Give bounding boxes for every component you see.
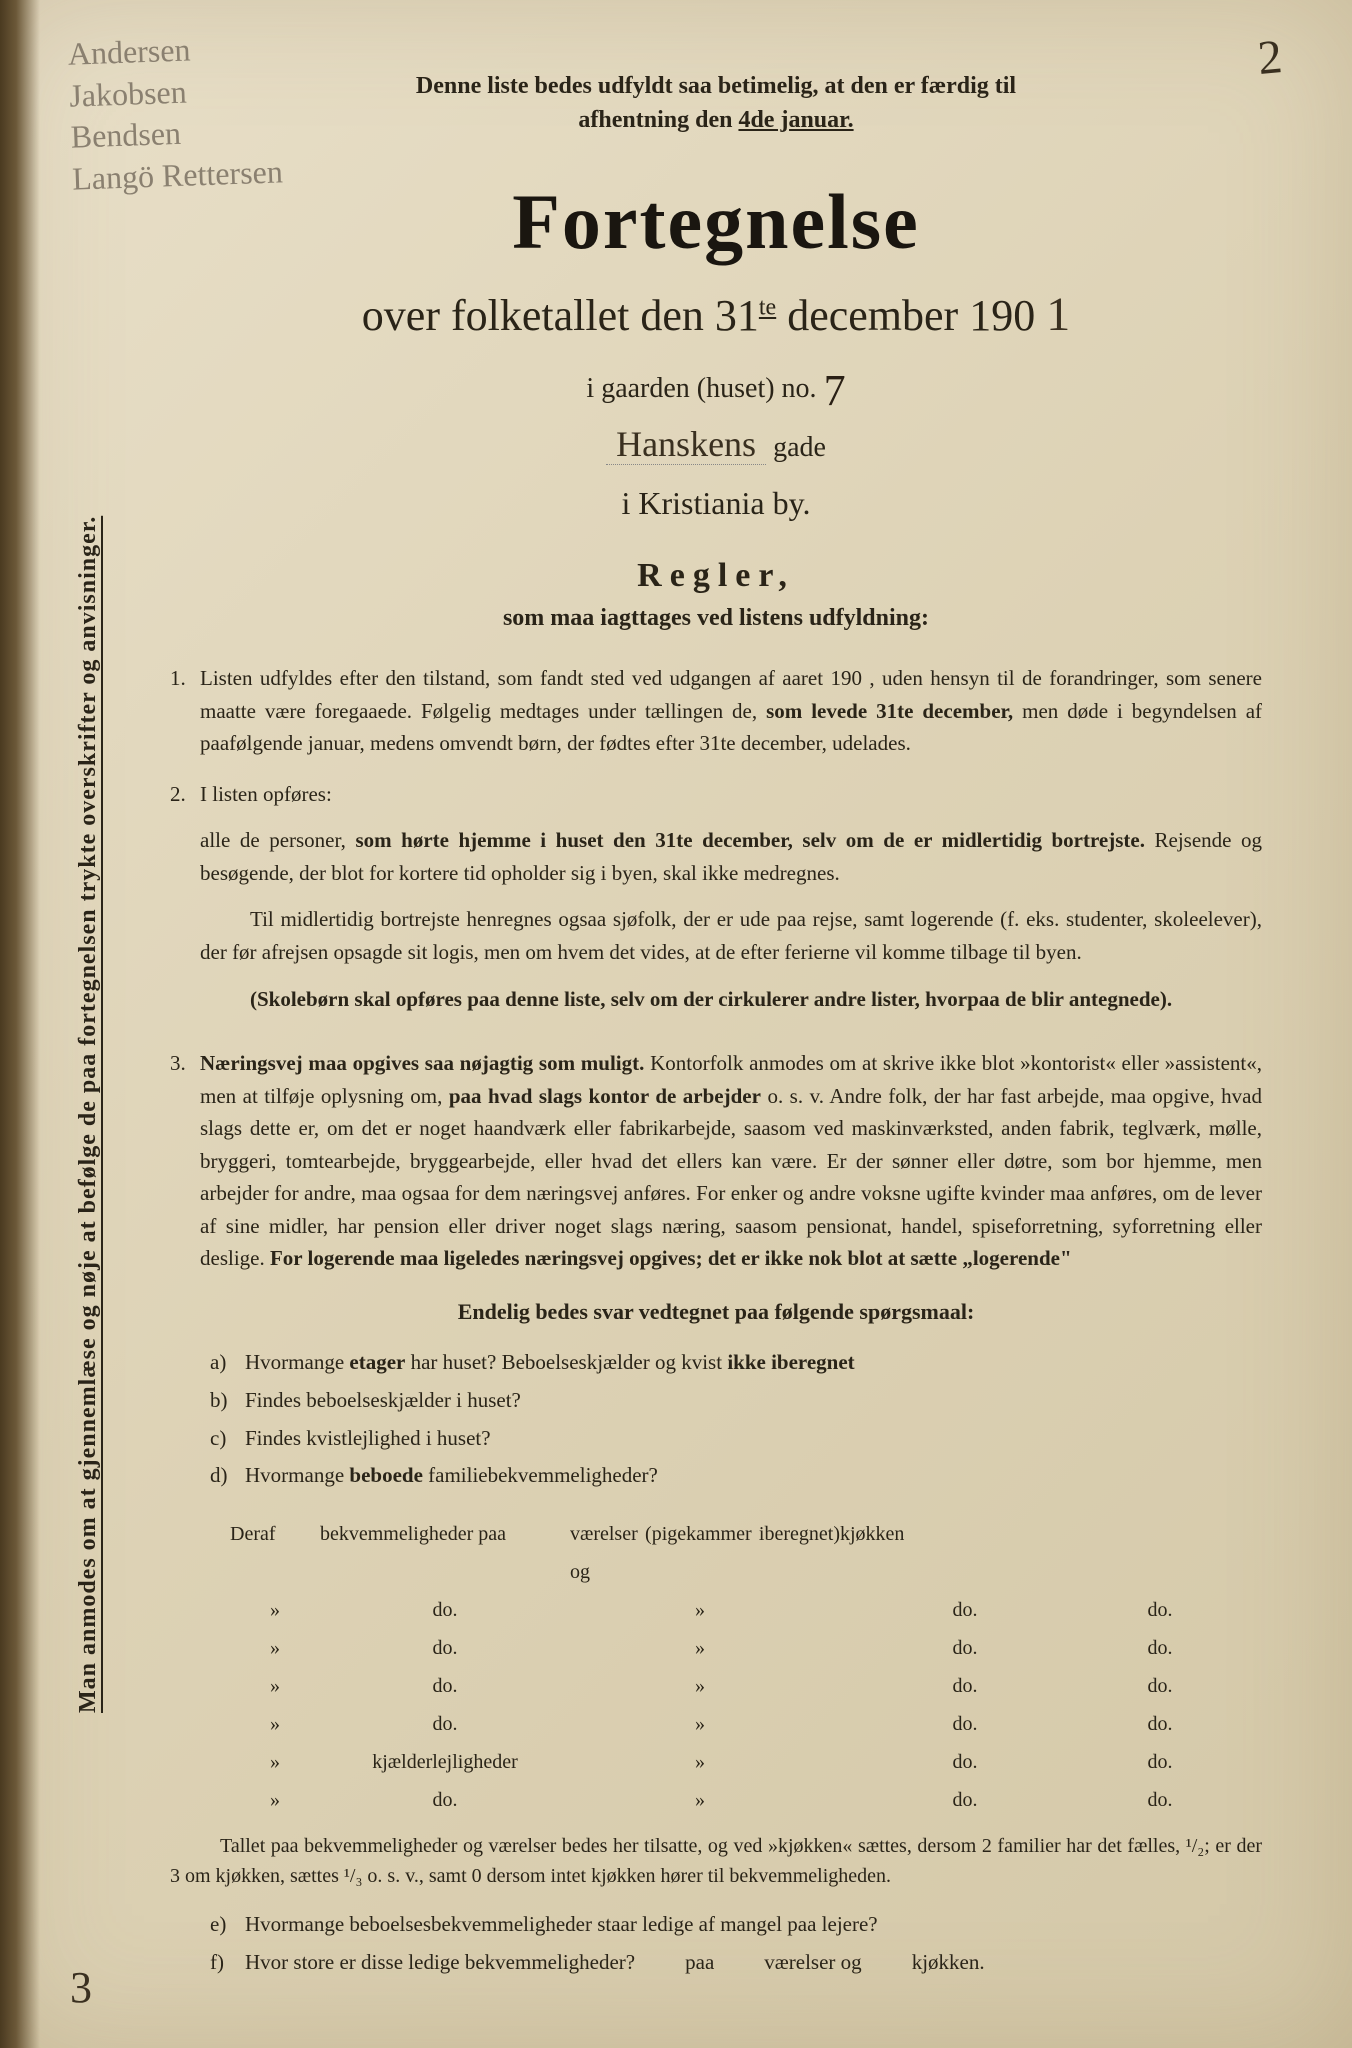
rules-body: 1. Listen udfyldes efter den tilstand, s… — [170, 662, 1262, 1982]
rule-2-body: I listen opføres: alle de personer, som … — [200, 778, 1262, 1029]
gade-label: gade — [773, 432, 826, 463]
question-a: a) Hvormange etager har huset? Beboelses… — [210, 1344, 1262, 1382]
rule-3-body: Næringsvej maa opgives saa nøjagtig som … — [200, 1047, 1262, 1275]
rule-3: 3. Næringsvej maa opgives saa nøjagtig s… — [170, 1047, 1262, 1275]
gaarden-label: i gaarden (huset) no. — [586, 373, 816, 404]
table-row: »do.»do.do. — [230, 1629, 1262, 1667]
table-row: »do.»do.do. — [230, 1705, 1262, 1743]
document-page: 2 Andersen Jakobsen Bendsen Langö Retter… — [0, 0, 1352, 2048]
rule-1-body: Listen udfyldes efter den tilstand, som … — [200, 662, 1262, 760]
table-row: »do.»do.do. — [230, 1591, 1262, 1629]
rule-2: 2. I listen opføres: alle de personer, s… — [170, 778, 1262, 1029]
header-note: Denne liste bedes udfyldt saa betimelig,… — [170, 70, 1262, 137]
header-line-2a: afhentning den — [578, 107, 738, 133]
question-f: f) Hvor store er disse ledige bekvemmeli… — [210, 1944, 1262, 1982]
main-content: Denne liste bedes udfyldt saa betimelig,… — [170, 70, 1262, 1982]
rules-title: Regler, — [170, 557, 1262, 595]
subtitle-ordinal: te — [759, 295, 776, 321]
rule-2-num: 2. — [170, 778, 200, 1029]
questions-ef: e) Hvormange beboelsesbekvemmeligheder s… — [210, 1906, 1262, 1982]
rule-1-num: 1. — [170, 662, 200, 760]
table-row-cellar: »kjælderlejligheder»do.do. — [230, 1743, 1262, 1781]
header-line-1: Denne liste bedes udfyldt saa betimelig,… — [416, 73, 1016, 99]
rule-3-num: 3. — [170, 1047, 200, 1275]
question-d: d) Hvormange beboede familiebekvemmeligh… — [210, 1457, 1262, 1495]
table-header: Deraf bekvemmeligheder paa værelser (pig… — [230, 1515, 1262, 1591]
name-2: Jakobsen — [69, 68, 281, 117]
vertical-instruction: Man anmodes om at gjennemlæse og nøje at… — [75, 280, 105, 1948]
rule-1: 1. Listen udfyldes efter den tilstand, s… — [170, 662, 1262, 760]
subtitle: over folketallet den 31te december 190 1 — [170, 287, 1262, 342]
main-title: Fortegnelse — [170, 177, 1262, 267]
questions-list: a) Hvormange etager har huset? Beboelses… — [210, 1344, 1262, 1495]
house-number-line: i gaarden (huset) no. 7 — [170, 357, 1262, 408]
question-c: c) Findes kvistlejlighed i huset? — [210, 1420, 1262, 1458]
footer-paragraph: Tallet paa bekvemmeligheder og værelser … — [170, 1831, 1262, 1891]
facilities-table: Deraf bekvemmeligheder paa værelser (pig… — [230, 1515, 1262, 1819]
questions-title: Endelig bedes svar vedtegnet paa følgend… — [170, 1295, 1262, 1329]
name-4: Langö Rettersen — [72, 151, 284, 200]
street-line: Hanskens gade — [170, 423, 1262, 465]
name-3: Bendsen — [70, 110, 282, 159]
table-row: »do.»do.do. — [230, 1667, 1262, 1705]
street-name: Hanskens — [606, 424, 766, 465]
question-b: b) Findes beboelseskjælder i huset? — [210, 1382, 1262, 1420]
question-e: e) Hvormange beboelsesbekvemmeligheder s… — [210, 1906, 1262, 1944]
name-1: Andersen — [67, 26, 279, 75]
year-handwritten: 1 — [1046, 288, 1070, 341]
rules-subtitle: som maa iagttages ved listens udfyldning… — [170, 605, 1262, 632]
handwritten-names: Andersen Jakobsen Bendsen Langö Retterse… — [67, 26, 283, 200]
city-line: i Kristiania by. — [170, 485, 1262, 522]
table-row: »do.»do.do. — [230, 1781, 1262, 1819]
subtitle-month: december 190 — [776, 291, 1035, 340]
house-number: 7 — [824, 366, 846, 415]
subtitle-prefix: over folketallet den 31 — [362, 291, 759, 340]
corner-page-number: 2 — [1256, 29, 1285, 86]
bottom-page-number: 3 — [70, 1962, 92, 2013]
header-date: 4de januar. — [738, 107, 853, 133]
